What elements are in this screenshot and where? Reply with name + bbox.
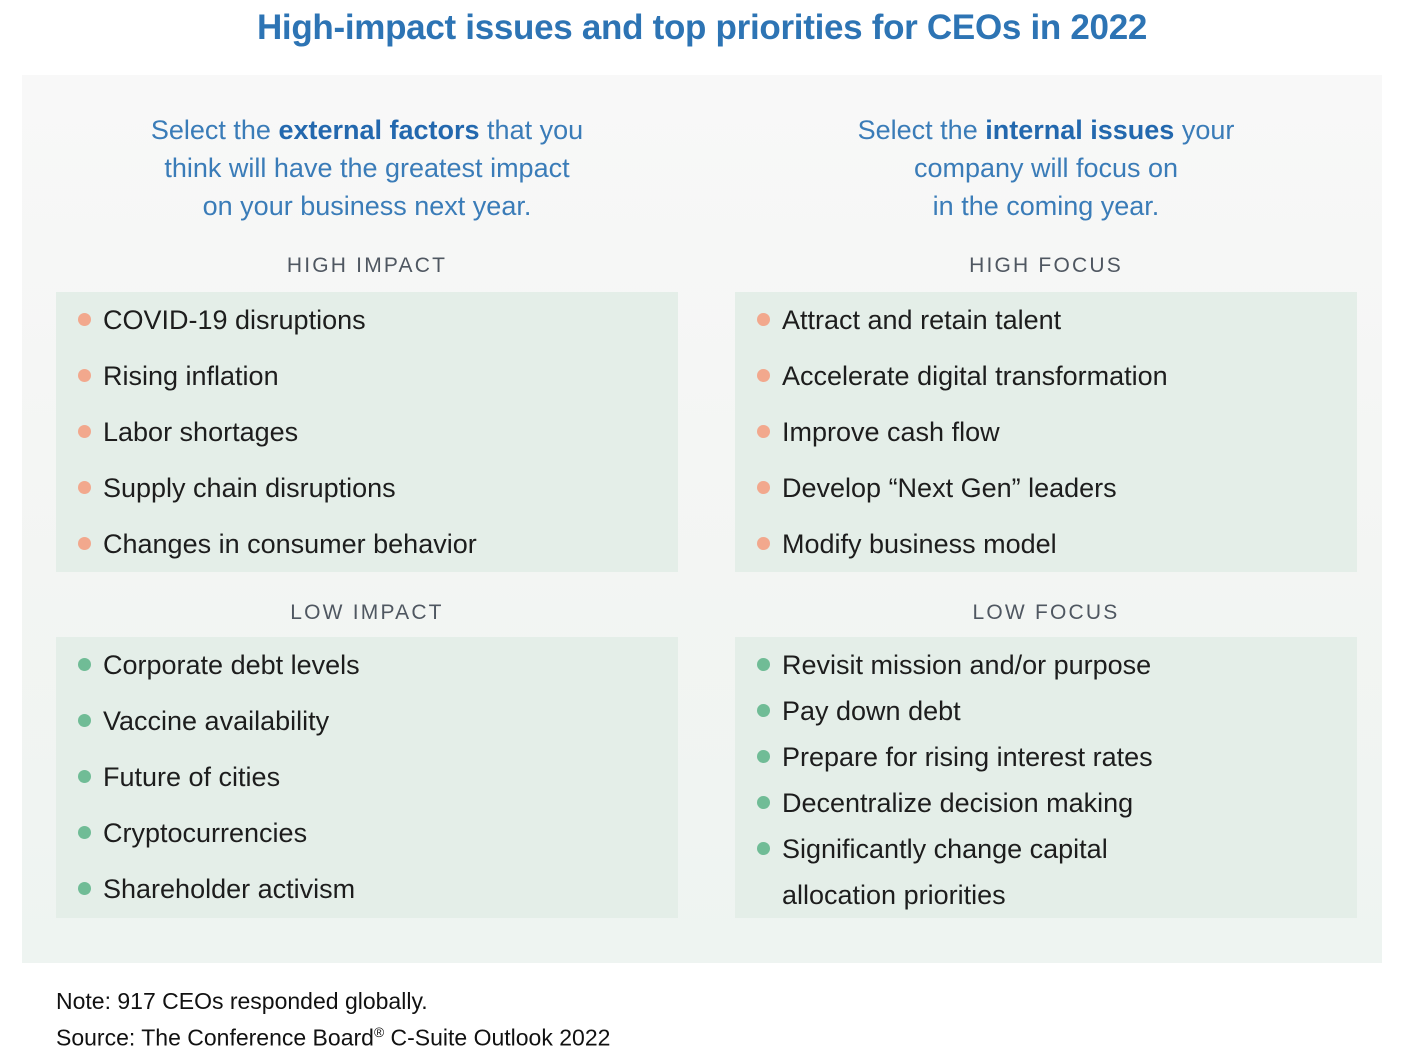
column-external-factors: Select the external factors that you thi… xyxy=(56,75,678,918)
bullet-icon xyxy=(757,425,770,438)
list-item-label: Supply chain disruptions xyxy=(103,473,396,503)
bullet-icon xyxy=(78,313,91,326)
registered-trademark-symbol: ® xyxy=(373,1025,385,1040)
list-high-focus: Attract and retain talent Accelerate dig… xyxy=(735,292,1357,572)
list-item: Changes in consumer behavior xyxy=(56,516,678,572)
bullet-icon xyxy=(78,882,91,895)
source-line: Source: The Conference Board® C-Suite Ou… xyxy=(56,1017,610,1054)
question-line: on your business next year. xyxy=(202,191,532,221)
list-item-label: Changes in consumer behavior xyxy=(103,529,477,559)
columns-container: Select the external factors that you thi… xyxy=(22,75,1382,918)
list-item-label: Labor shortages xyxy=(103,417,299,447)
bullet-icon xyxy=(78,537,91,550)
list-item: Supply chain disruptions xyxy=(56,460,678,516)
list-low-focus: Revisit mission and/or purpose Pay down … xyxy=(735,637,1357,918)
list-item: Decentralize decision making xyxy=(735,780,1357,826)
bullet-icon xyxy=(757,796,770,809)
source-text: C-Suite Outlook 2022 xyxy=(384,1024,611,1051)
bullet-icon xyxy=(757,658,770,671)
bullet-icon xyxy=(78,425,91,438)
list-item-label: Revisit mission and/or purpose xyxy=(782,650,1152,680)
list-low-impact: Corporate debt levels Vaccine availabili… xyxy=(56,637,678,918)
bullet-icon xyxy=(757,369,770,382)
bullet-icon xyxy=(78,714,91,727)
list-item: Accelerate digital transformation xyxy=(735,348,1357,404)
question-line: think will have the greatest impact xyxy=(164,153,570,183)
list-item: Improve cash flow xyxy=(735,404,1357,460)
section-label-low-impact: LOW IMPACT xyxy=(290,601,444,624)
list-item: Rising inflation xyxy=(56,348,678,404)
list-item: Cryptocurrencies xyxy=(56,805,678,861)
bullet-icon xyxy=(757,842,770,855)
list-item: Corporate debt levels xyxy=(56,637,678,693)
content-panel: Select the external factors that you thi… xyxy=(22,75,1382,963)
list-item: Future of cities xyxy=(56,749,678,805)
list-item: Prepare for rising interest rates xyxy=(735,734,1357,780)
list-item: Develop “Next Gen” leaders xyxy=(735,460,1357,516)
column-internal-issues: Select the internal issues your company … xyxy=(735,75,1357,918)
bullet-icon xyxy=(757,481,770,494)
list-item-label: Vaccine availability xyxy=(103,706,330,736)
question-bold-internal-issues: internal issues xyxy=(985,115,1175,145)
question-line: company will focus on xyxy=(913,153,1179,183)
question-bold-external-factors: external factors xyxy=(278,115,480,145)
list-item: Revisit mission and/or purpose xyxy=(735,642,1357,688)
question-internal: Select the internal issues your company … xyxy=(735,111,1357,225)
section-label-high-focus: HIGH FOCUS xyxy=(969,254,1123,277)
list-item-label: Corporate debt levels xyxy=(103,650,360,680)
footer-notes: Note: 917 CEOs responded globally. Sourc… xyxy=(56,986,610,1054)
list-item-label: Modify business model xyxy=(782,529,1057,559)
list-item: Vaccine availability xyxy=(56,693,678,749)
list-item-label: Future of cities xyxy=(103,762,281,792)
bullet-icon xyxy=(78,826,91,839)
bullet-icon xyxy=(78,481,91,494)
list-high-impact: COVID-19 disruptions Rising inflation La… xyxy=(56,292,678,572)
bullet-icon xyxy=(757,537,770,550)
bullet-icon xyxy=(757,704,770,717)
list-item: COVID-19 disruptions xyxy=(56,292,678,348)
question-line: Select the external factors that you xyxy=(56,111,678,149)
source-text: Source: The Conference Board xyxy=(56,1024,374,1051)
list-item-label: COVID-19 disruptions xyxy=(103,305,366,335)
list-item: Attract and retain talent xyxy=(735,292,1357,348)
list-item: Shareholder activism xyxy=(56,861,678,917)
question-line: in the coming year. xyxy=(932,191,1160,221)
list-item-label: Prepare for rising interest rates xyxy=(782,742,1153,772)
question-line: Select the internal issues your xyxy=(735,111,1357,149)
list-item-label: Cryptocurrencies xyxy=(103,818,308,848)
list-item-label: Accelerate digital transformation xyxy=(782,361,1168,391)
section-label-low-focus: LOW FOCUS xyxy=(972,601,1120,624)
question-text: that you xyxy=(479,115,584,145)
bullet-icon xyxy=(757,750,770,763)
section-label-high-impact: HIGH IMPACT xyxy=(286,254,448,277)
list-item-label: Attract and retain talent xyxy=(782,305,1062,335)
list-item: Pay down debt xyxy=(735,688,1357,734)
bullet-icon xyxy=(757,313,770,326)
bullet-icon xyxy=(78,658,91,671)
list-item: Labor shortages xyxy=(56,404,678,460)
list-item-label: Shareholder activism xyxy=(103,874,356,904)
list-item-label: Pay down debt xyxy=(782,696,961,726)
question-text: your xyxy=(1174,115,1235,145)
list-item: Significantly change capital allocation … xyxy=(735,826,1357,918)
list-item-label: Rising inflation xyxy=(103,361,279,391)
list-item-label: Decentralize decision making xyxy=(782,788,1134,818)
list-item-label: Develop “Next Gen” leaders xyxy=(782,473,1117,503)
list-item-label: Significantly change capital allocation … xyxy=(782,834,1108,910)
page-title: High-impact issues and top priorities fo… xyxy=(256,8,1148,47)
list-item-label: Improve cash flow xyxy=(782,417,1000,447)
bullet-icon xyxy=(78,770,91,783)
question-external: Select the external factors that you thi… xyxy=(56,111,678,225)
bullet-icon xyxy=(78,369,91,382)
question-text: Select the xyxy=(857,115,986,145)
note-line: Note: 917 CEOs responded globally. xyxy=(56,988,428,1014)
list-item: Modify business model xyxy=(735,516,1357,572)
question-text: Select the xyxy=(150,115,279,145)
